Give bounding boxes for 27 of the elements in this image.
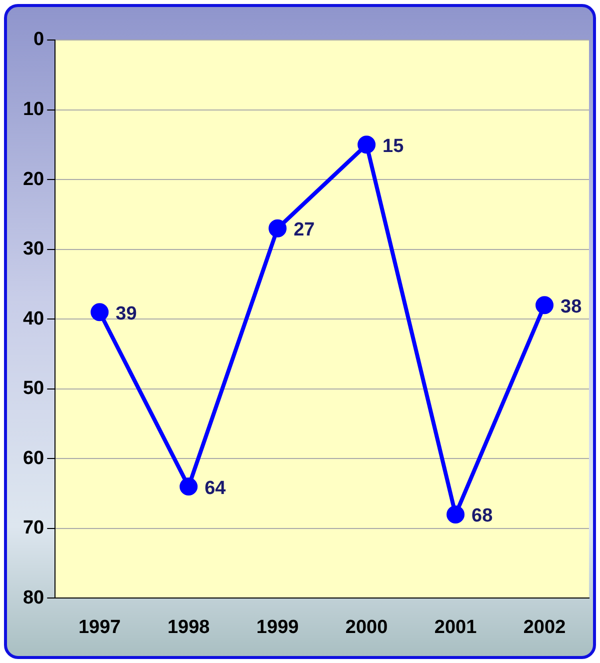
data-label: 15: [382, 136, 404, 157]
y-tick-label: 50: [22, 378, 44, 400]
x-tick-label: 2002: [523, 616, 566, 638]
data-label: 27: [294, 220, 315, 241]
point: [268, 219, 287, 238]
y-tick-label: 60: [22, 448, 44, 469]
y-tick-label: 80: [22, 587, 44, 608]
y-tick-label: 10: [22, 99, 44, 120]
data-label: 39: [116, 303, 137, 324]
data-label: 38: [560, 296, 582, 318]
x-tick-label: 1998: [167, 616, 210, 638]
point: [90, 303, 109, 322]
x-tick-label: 2000: [345, 616, 388, 638]
point: [358, 136, 376, 154]
y-tick-label: 70: [22, 518, 44, 539]
y-tick-label: 30: [22, 238, 44, 260]
y-tick-label: 40: [22, 308, 44, 330]
data-label: 64: [204, 478, 226, 499]
point: [446, 505, 465, 524]
point: [180, 478, 198, 496]
x-tick-label: 1997: [78, 616, 121, 638]
y-tick-label: 20: [22, 168, 44, 190]
x-tick-label: 2001: [434, 616, 478, 638]
x-tick-label: 1999: [256, 616, 299, 638]
y-tick-label: 0: [34, 29, 44, 50]
point: [536, 296, 554, 314]
data-label: 68: [472, 506, 493, 527]
